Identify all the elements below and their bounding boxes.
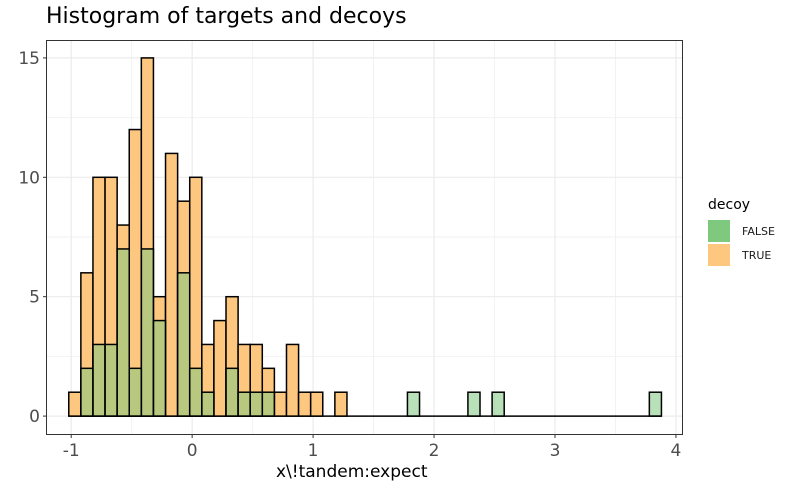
legend-item-true: TRUE [708, 243, 775, 267]
bar-true [68, 391, 82, 417]
y-tick-label: 10 [18, 168, 40, 188]
bar-false [80, 367, 94, 417]
x-tick-label: 4 [671, 441, 682, 461]
y-tick-label: 5 [29, 288, 40, 308]
bar-true [273, 391, 288, 417]
bar-false [188, 367, 203, 417]
bar-false [201, 391, 215, 417]
bar-true [334, 391, 348, 417]
bar-false [648, 391, 663, 417]
axes: 0 5 10 15 -1 0 1 2 3 4 [18, 49, 681, 461]
legend: decoy FALSE TRUE [708, 197, 775, 267]
bar-false [104, 343, 118, 417]
legend-label-true: TRUE [742, 248, 772, 262]
bar-false [128, 367, 143, 417]
legend-label-false: FALSE [742, 224, 775, 238]
x-tick-label: 3 [550, 441, 561, 461]
bar-false [406, 391, 421, 417]
bar-false [152, 319, 167, 417]
legend-title: decoy [708, 197, 751, 213]
bar-false [491, 391, 505, 417]
bars [68, 57, 663, 417]
chart-title: Histogram of targets and decoys [46, 4, 407, 29]
x-tick-label: -1 [63, 441, 80, 461]
panel-border [46, 40, 683, 435]
x-tick-label: 0 [187, 441, 198, 461]
bar-false [116, 248, 130, 417]
bar-false [249, 391, 264, 417]
bar-true [285, 343, 300, 417]
bar-false [140, 248, 155, 417]
legend-swatch-false [708, 220, 730, 242]
legend-item-false: FALSE [708, 219, 775, 243]
bar-false [261, 391, 276, 417]
x-tick-label: 1 [308, 441, 319, 461]
bar-false [92, 343, 106, 417]
y-tick-label: 15 [18, 49, 40, 69]
bar-false [225, 367, 239, 417]
bar-true [297, 391, 312, 417]
bar-true [213, 319, 227, 417]
bar-false [176, 272, 191, 417]
bar-true [164, 152, 179, 417]
y-tick-label: 0 [29, 407, 40, 427]
bar-false [467, 391, 481, 417]
x-axis-label: x\!tandem:expect [276, 462, 428, 482]
x-tick-label: 2 [429, 441, 440, 461]
bar-true [309, 391, 324, 417]
legend-swatch-true [708, 244, 730, 266]
bar-false [237, 391, 251, 417]
